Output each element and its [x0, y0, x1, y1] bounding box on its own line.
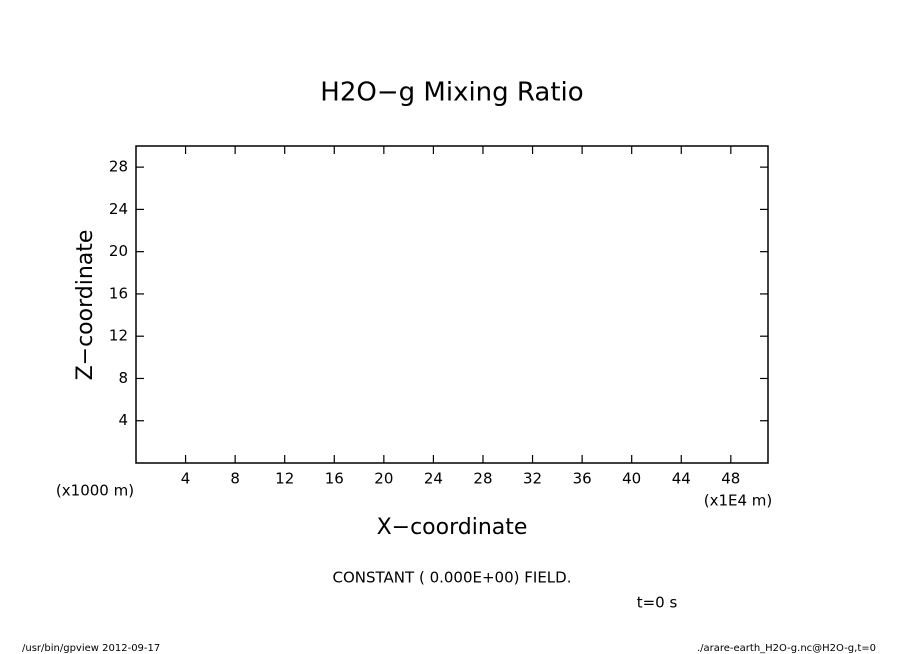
y-tick-label: 16	[109, 284, 128, 302]
x-tick-label: 12	[275, 470, 294, 488]
y-unit: (x1000 m)	[56, 482, 134, 500]
annotation: CONSTANT ( 0.000E+00) FIELD.	[333, 569, 572, 587]
x-tick-label: 8	[230, 470, 240, 488]
time-label: t=0 s	[637, 594, 678, 612]
plot-frame	[135, 145, 769, 464]
chart-title: H2O−g Mixing Ratio	[320, 78, 583, 108]
x-tick-label: 44	[672, 470, 691, 488]
x-tick-label: 24	[424, 470, 443, 488]
x-tick-label: 32	[523, 470, 542, 488]
x-tick-label: 4	[181, 470, 191, 488]
y-tick-label: 20	[109, 242, 128, 260]
x-axis-label: X−coordinate	[377, 515, 528, 540]
footer-left: /usr/bin/gpview 2012-09-17	[22, 643, 160, 654]
y-tick-label: 8	[118, 369, 128, 387]
y-tick-label: 28	[109, 158, 128, 176]
footer-right: ./arare-earth_H2O-g.nc@H2O-g,t=0	[697, 643, 876, 654]
y-tick-label: 4	[118, 411, 128, 429]
x-tick-label: 28	[473, 470, 492, 488]
x-tick-label: 16	[325, 470, 344, 488]
x-tick-label: 36	[573, 470, 592, 488]
x-tick-label: 48	[721, 470, 740, 488]
y-tick-label: 24	[109, 200, 128, 218]
y-tick-label: 12	[109, 327, 128, 345]
y-axis-label: Z−coordinate	[73, 230, 98, 381]
x-unit: (x1E4 m)	[704, 492, 773, 510]
x-tick-label: 20	[374, 470, 393, 488]
x-tick-label: 40	[622, 470, 641, 488]
